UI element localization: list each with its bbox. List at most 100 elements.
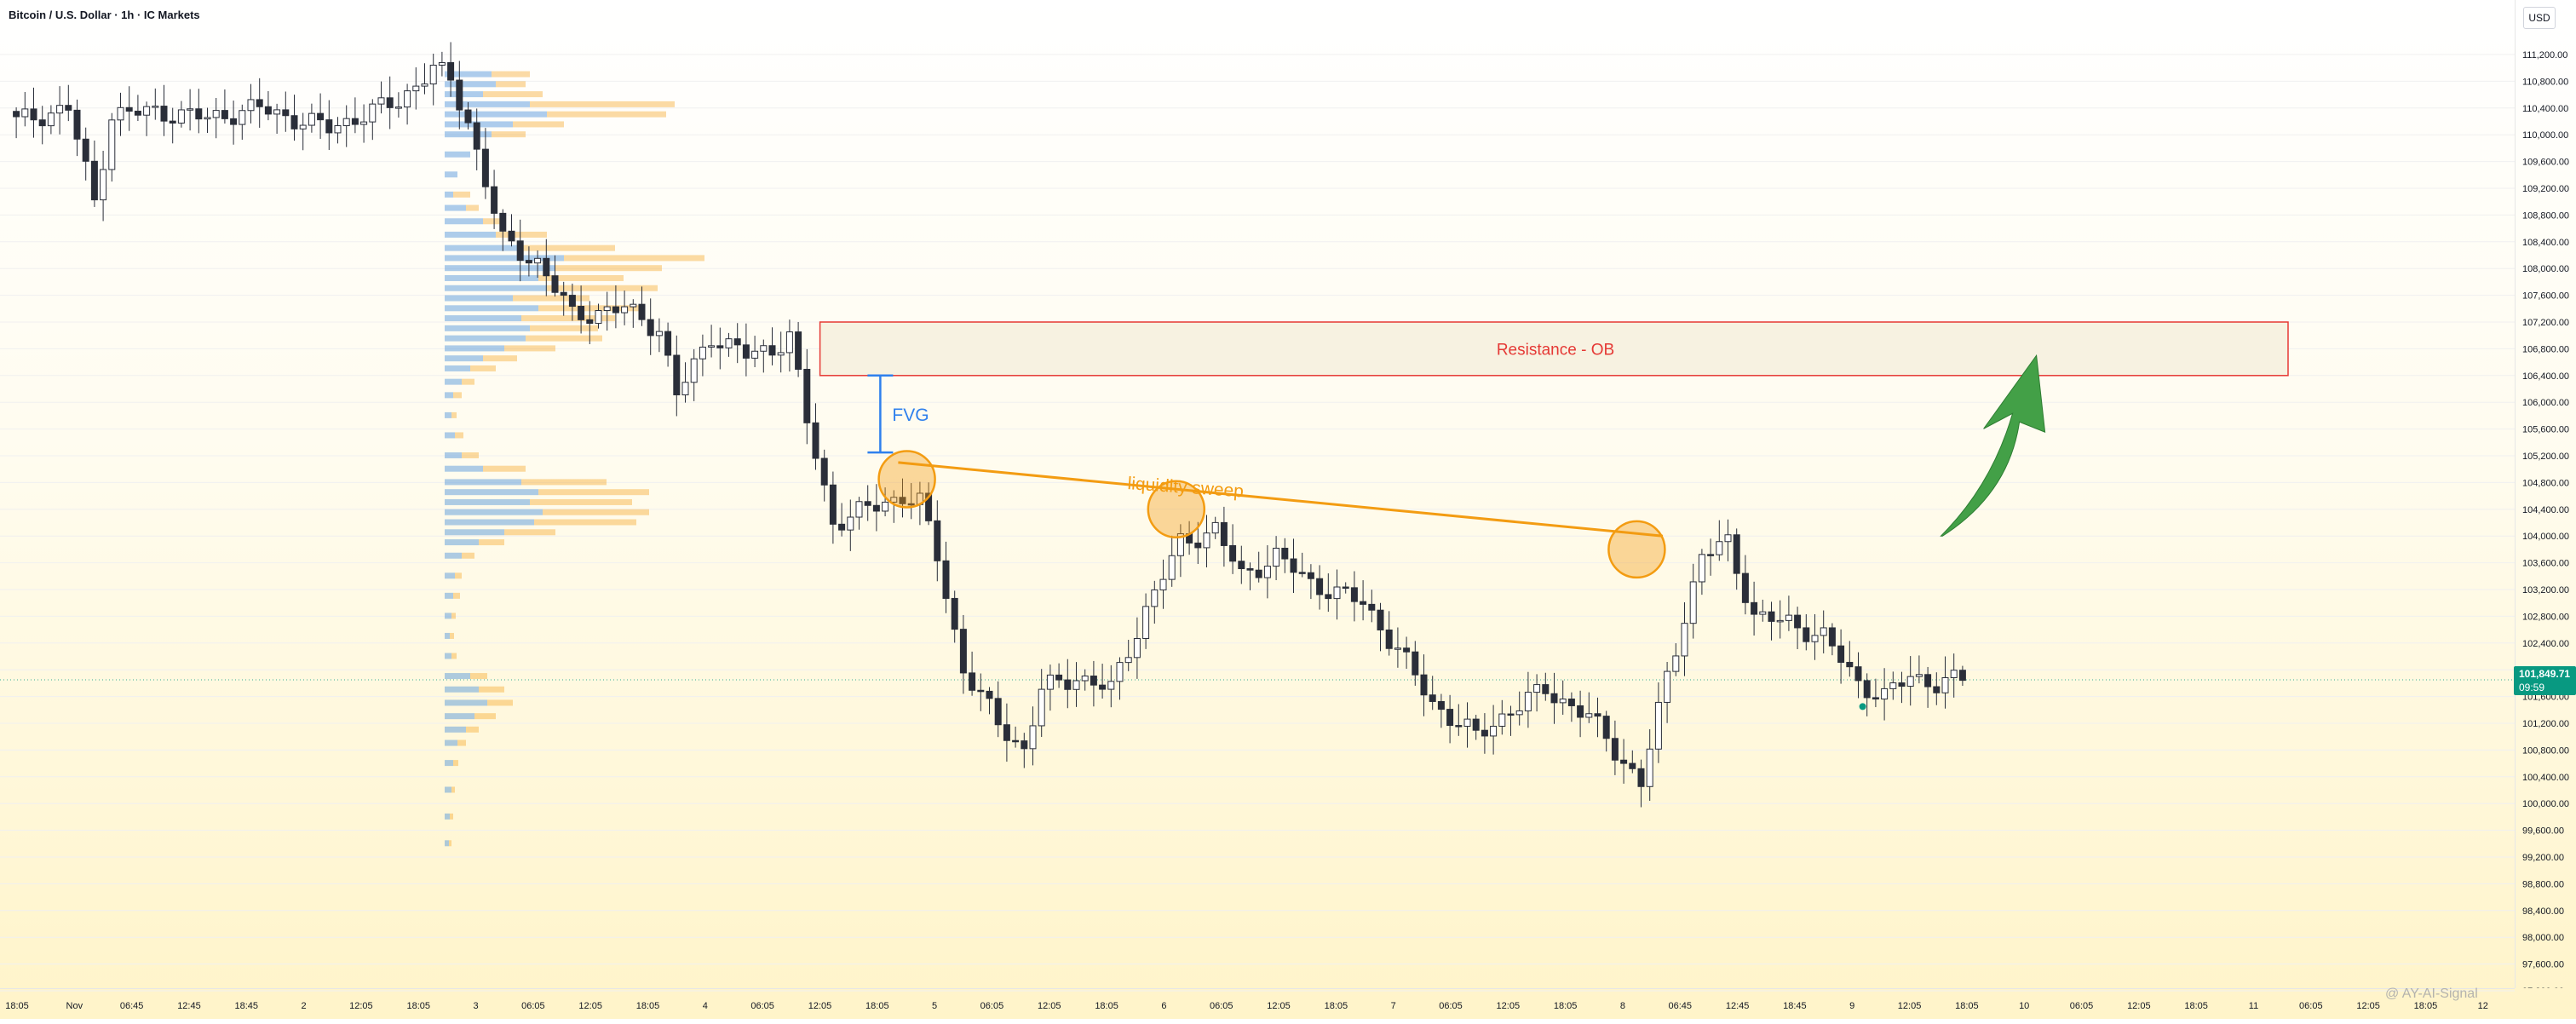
candle	[1437, 693, 1445, 728]
candle-body	[994, 698, 1002, 726]
candle	[1412, 641, 1419, 686]
time-tick-label: 12:05	[808, 1001, 832, 1011]
candle	[1420, 654, 1428, 716]
candle-body	[212, 110, 220, 118]
candle-body	[1637, 768, 1645, 787]
candle-body	[82, 138, 89, 162]
profile-bar-orange	[455, 432, 463, 439]
candle-body	[239, 110, 246, 125]
time-tick-label: 06:05	[750, 1001, 774, 1011]
candle	[1533, 674, 1541, 712]
candle	[1759, 599, 1767, 622]
candle	[516, 219, 524, 282]
price-tick-label: 104,800.00	[2522, 478, 2569, 488]
candle-body	[508, 230, 515, 242]
candle	[1803, 614, 1810, 651]
candle	[681, 362, 689, 403]
currency-button[interactable]: USD	[2523, 7, 2556, 29]
time-tick-label: 18:05	[1955, 1001, 1979, 1011]
candle	[1794, 607, 1802, 650]
candle	[1124, 639, 1132, 671]
candle	[13, 107, 20, 139]
time-tick-label: 18:05	[865, 1001, 889, 1011]
candle-body	[690, 358, 698, 383]
candle	[630, 299, 637, 328]
time-tick-label: 12	[2478, 1001, 2488, 1011]
price-tick-label: 106,000.00	[2522, 398, 2569, 408]
profile-bar-orange	[530, 101, 675, 107]
time-tick-label: 7	[1391, 1001, 1396, 1011]
fvg-label: FVG	[892, 406, 929, 425]
candle-body	[351, 118, 359, 125]
candle	[1046, 664, 1054, 711]
candle	[394, 92, 402, 118]
time-tick-label: 5	[932, 1001, 937, 1011]
profile-bar-blue	[445, 378, 462, 385]
symbol-title[interactable]: Bitcoin / U.S. Dollar · 1h · IC Markets	[9, 9, 200, 21]
candle-body	[1664, 670, 1671, 703]
profile-bar-blue	[445, 786, 451, 793]
time-axis[interactable]: 18:05 Nov 06:45 12:45 18:45 2 12:05 18:05 3 06:05…	[0, 988, 2515, 1020]
candle	[100, 151, 107, 221]
candle	[65, 84, 72, 122]
candle	[481, 128, 489, 199]
resistance-ob-label: Resistance - OB	[1497, 341, 1614, 359]
candle	[699, 334, 706, 377]
candle	[1498, 699, 1506, 735]
candle-body	[1090, 676, 1097, 686]
candle-body	[160, 106, 168, 122]
candle-body	[733, 338, 741, 346]
candle-body	[1281, 547, 1289, 560]
price-tick-label: 104,000.00	[2522, 532, 2569, 542]
profile-bar-blue	[445, 613, 451, 619]
candle-body	[795, 331, 802, 370]
candle	[299, 112, 307, 151]
candle-body	[977, 689, 985, 693]
candle	[1941, 656, 1949, 709]
candle-body	[73, 109, 81, 140]
candle-body	[499, 212, 507, 232]
profile-bar-blue	[445, 813, 450, 820]
candle-body	[1116, 662, 1124, 682]
candle-body	[360, 121, 368, 125]
candle-body	[1898, 682, 1906, 687]
candle	[664, 322, 672, 367]
candle	[829, 471, 837, 544]
candle	[925, 482, 933, 526]
candle	[1490, 705, 1498, 755]
profile-bar-orange	[453, 191, 470, 198]
candle	[1316, 565, 1324, 610]
candle-body	[803, 368, 811, 423]
candle	[612, 285, 619, 329]
candle	[1515, 691, 1523, 726]
price-tick-label: 108,000.00	[2522, 264, 2569, 274]
candle	[1029, 706, 1037, 766]
candle-body	[1837, 645, 1845, 663]
profile-bar-orange	[483, 91, 543, 98]
sweep-circle	[1607, 520, 1666, 579]
candle	[1273, 536, 1280, 580]
candle-body	[699, 346, 706, 360]
candle	[187, 89, 194, 131]
profile-bar-blue	[445, 632, 450, 639]
time-tick-label: 06:45	[120, 1001, 144, 1011]
price-tick-label: 107,600.00	[2522, 291, 2569, 302]
candle-body	[1698, 554, 1705, 583]
candle-body	[317, 112, 325, 121]
candle	[1463, 702, 1471, 748]
candle	[464, 101, 472, 130]
profile-bar-blue	[445, 673, 470, 680]
candle-body	[1298, 572, 1306, 574]
profile-bar-blue	[445, 519, 534, 526]
candle-body	[847, 516, 854, 531]
time-tick-label: 12:05	[1898, 1001, 1922, 1011]
price-tick-label: 110,800.00	[2522, 77, 2568, 87]
candle-body	[586, 319, 594, 325]
candle	[447, 42, 455, 97]
candle	[290, 95, 298, 141]
candle-body	[1794, 614, 1802, 629]
candle-body	[1672, 655, 1680, 672]
price-axis[interactable]: 111,200.00 110,800.00 110,400.00 110,000.00…	[2515, 0, 2576, 997]
candle	[1507, 705, 1515, 736]
